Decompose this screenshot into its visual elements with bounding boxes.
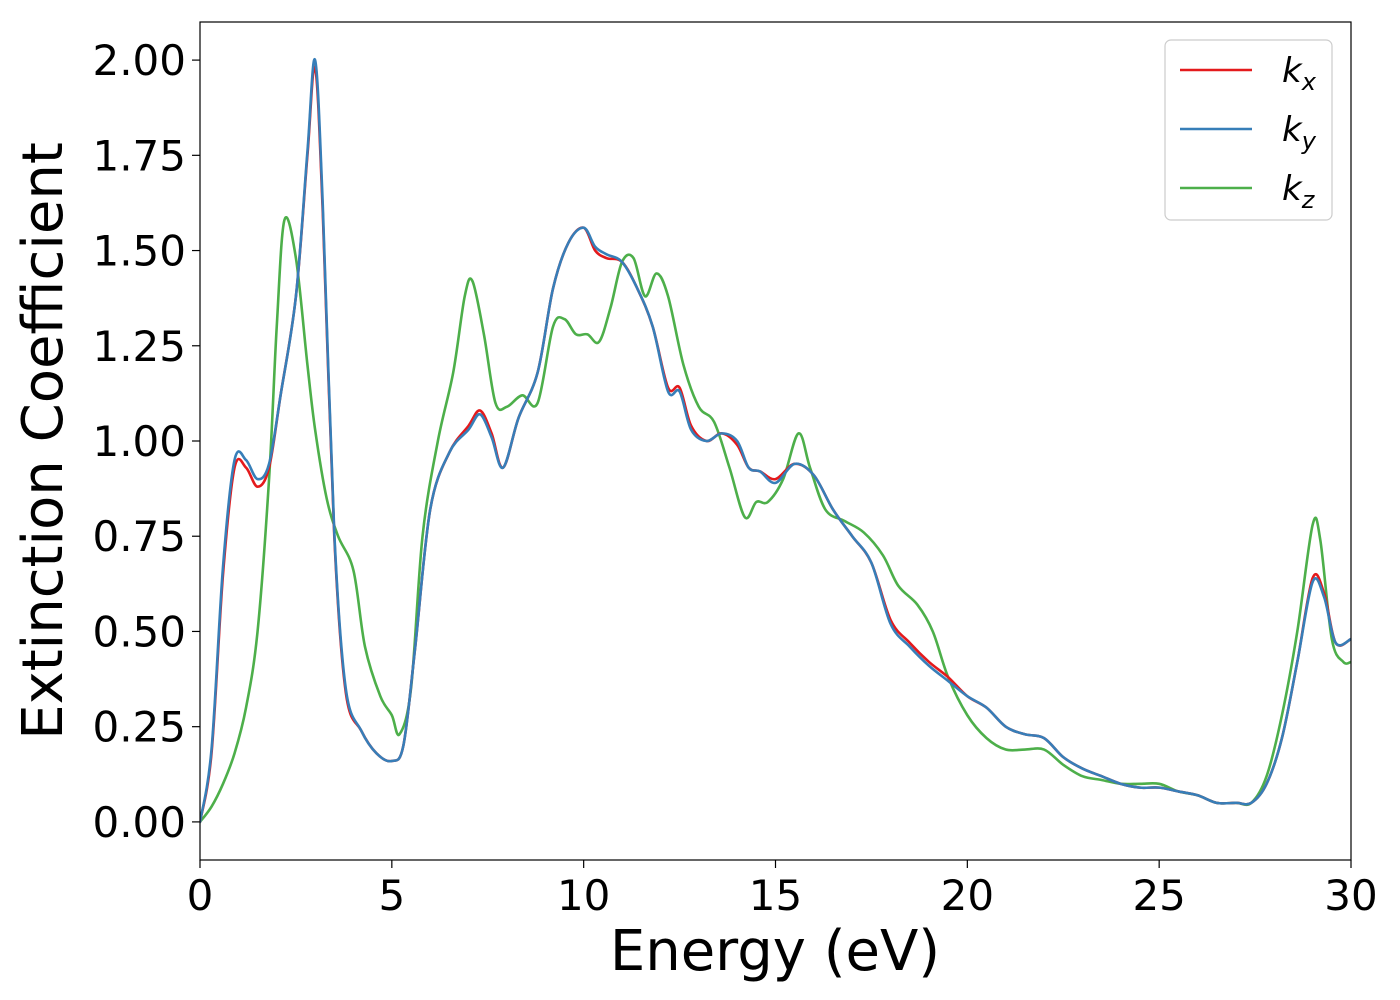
y-tick-label: 0.25 [92, 703, 186, 752]
x-axis-ticks: 0 5 10 15 20 25 30 [187, 860, 1378, 920]
y-tick-label: 1.00 [92, 417, 186, 466]
y-tick-label: 1.25 [92, 322, 186, 371]
series-line-y [200, 58, 1351, 824]
y-axis-ticks: 0.00 0.25 0.50 0.75 1.00 1.25 1.50 1.75 2.00 [92, 36, 200, 847]
legend-label-z: kz [1282, 169, 1316, 214]
x-tick-label: 5 [378, 871, 405, 920]
legend-label-x: kx [1282, 51, 1317, 96]
y-tick-label: 1.75 [92, 131, 186, 180]
x-tick-label: 25 [1132, 871, 1185, 920]
series-line-z [200, 216, 1351, 824]
y-tick-label: 1.50 [92, 227, 186, 276]
y-axis-title: Extinction Coefficient [11, 142, 76, 740]
x-tick-label: 15 [749, 871, 802, 920]
y-tick-label: 0.75 [92, 512, 186, 561]
x-tick-label: 30 [1324, 871, 1377, 920]
legend: kx ky kz [1164, 39, 1333, 221]
x-tick-label: 10 [557, 871, 610, 920]
x-tick-label: 20 [941, 871, 994, 920]
series-layer [200, 58, 1351, 824]
x-tick-label: 0 [187, 871, 214, 920]
x-axis-title: Energy (eV) [610, 919, 940, 984]
legend-label-y: ky [1282, 110, 1317, 155]
y-tick-label: 2.00 [92, 36, 186, 85]
y-tick-label: 0.00 [92, 798, 186, 847]
y-tick-label: 0.50 [92, 607, 186, 656]
